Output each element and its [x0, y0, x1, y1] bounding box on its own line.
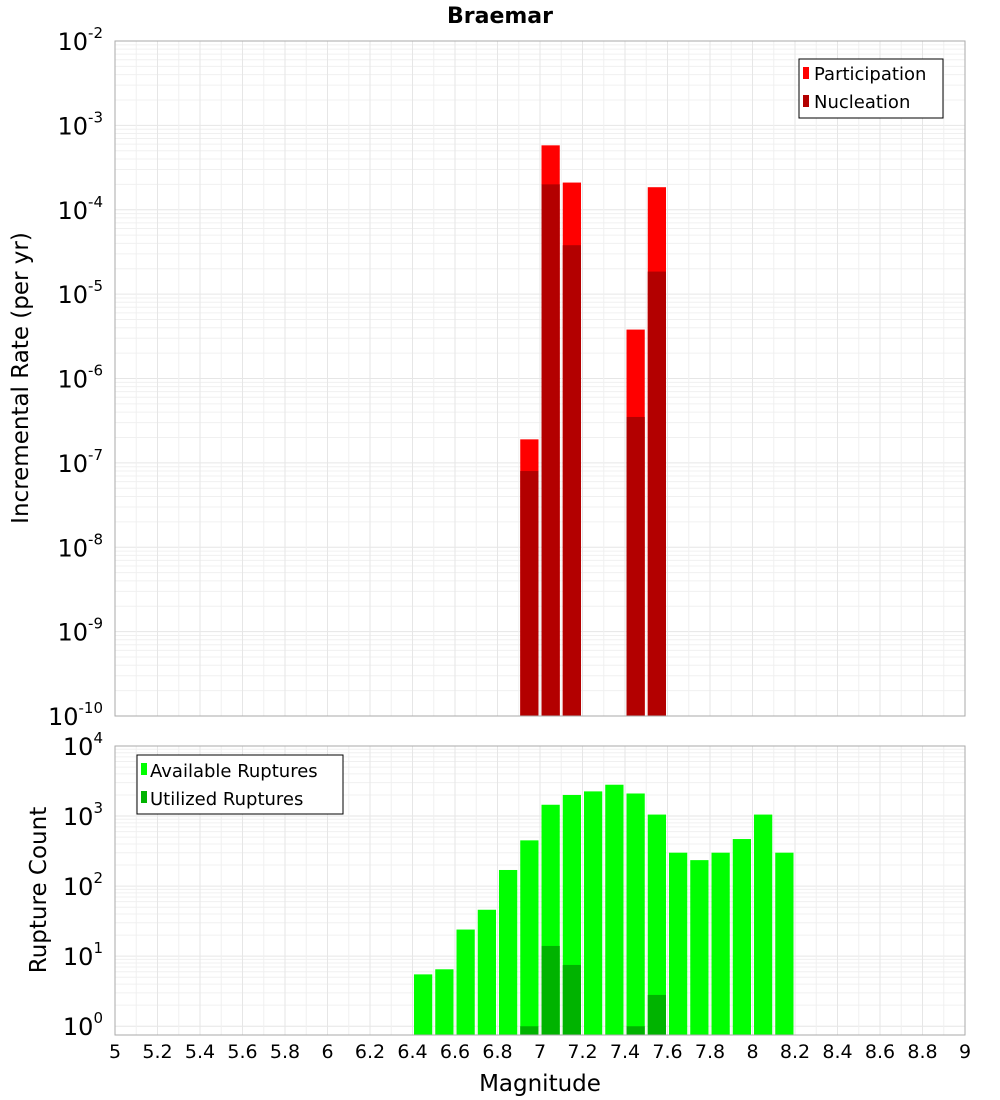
y-tick-label: 10-10 [48, 699, 103, 731]
available-ruptures-bar [711, 852, 730, 1035]
available-ruptures-bar [669, 852, 688, 1035]
count-plot-frame [114, 745, 966, 1036]
utilized-ruptures-bar [520, 1026, 539, 1035]
available-ruptures-bar [520, 840, 539, 1035]
x-tick-label: 8.2 [780, 1041, 810, 1063]
y-tick-label: 10-2 [57, 24, 103, 56]
x-tick-label: 6.2 [355, 1041, 385, 1063]
available-ruptures-bar [584, 791, 603, 1035]
available-ruptures-bar [605, 784, 624, 1035]
available-ruptures-bar [435, 969, 454, 1035]
rate-legend: Participation Nucleation [798, 58, 944, 119]
nucleation-bar [520, 471, 539, 716]
nucleation-bar [647, 271, 666, 716]
x-tick-label: 6.4 [397, 1041, 427, 1063]
magnitude-x-ticks: 5 5.2 5.4 5.6 5.8 6 6.2 6.4 6.6 6.8 7 7.2 7.4 7.6 7.8 8… [109, 1041, 971, 1063]
available-ruptures-bar [775, 852, 794, 1035]
count-legend: Available Ruptures Utilized Ruptures [136, 754, 344, 815]
nucleation-bar [626, 416, 645, 716]
nucleation-legend-swatch [803, 95, 809, 107]
participation-legend-swatch [803, 67, 809, 79]
available-legend-swatch [141, 763, 147, 775]
available-ruptures-bar [414, 974, 433, 1035]
y-tick-label: 10-5 [57, 277, 103, 309]
x-tick-label: 5.2 [142, 1041, 172, 1063]
count-y-ticks: 100 101 102 103 104 [63, 729, 103, 1041]
x-tick-label: 5.8 [270, 1041, 300, 1063]
x-tick-label: 5 [109, 1041, 121, 1063]
count-legend-box [136, 754, 344, 815]
y-tick-label: 10-4 [57, 193, 103, 225]
y-tick-label: 103 [63, 799, 103, 831]
x-tick-label: 7 [534, 1041, 546, 1063]
y-tick-label: 100 [63, 1009, 103, 1041]
y-tick-label: 10-3 [57, 108, 103, 140]
utilized-ruptures-bar [541, 945, 560, 1035]
available-legend-label: Available Ruptures [150, 761, 318, 782]
utilized-ruptures-bar [647, 994, 666, 1035]
available-ruptures-bar [690, 860, 709, 1035]
chart-title: Braemar [447, 4, 553, 29]
rate-plot-frame [114, 40, 966, 717]
y-tick-label: 10-9 [57, 615, 103, 647]
rate-bars [520, 145, 666, 717]
nucleation-bar [541, 184, 560, 717]
rate-y-axis-label: Incremental Rate (per yr) [8, 232, 34, 524]
available-ruptures-bar [732, 839, 751, 1035]
y-tick-label: 101 [63, 939, 103, 971]
x-axis-label: Magnitude [479, 1071, 601, 1097]
x-tick-label: 5.6 [227, 1041, 257, 1063]
x-tick-label: 7.4 [610, 1041, 640, 1063]
available-ruptures-bar [477, 909, 496, 1035]
utilized-ruptures-bar [562, 964, 581, 1035]
count-gridlines [114, 746, 966, 1035]
nucleation-legend-label: Nucleation [814, 92, 910, 113]
x-tick-label: 6 [321, 1041, 333, 1063]
y-tick-label: 102 [63, 869, 103, 901]
y-tick-label: 104 [63, 729, 103, 761]
rate-y-ticks: 10-10 10-9 10-8 10-7 10-6 10-5 10-4 10-3 10-2 [48, 24, 103, 731]
x-tick-label: 7.2 [567, 1041, 597, 1063]
count-bars [414, 784, 794, 1035]
y-tick-label: 10-7 [57, 446, 103, 478]
x-tick-label: 6.6 [440, 1041, 470, 1063]
utilized-ruptures-bar [626, 1026, 645, 1035]
x-tick-label: 7.6 [652, 1041, 682, 1063]
participation-legend-label: Participation [814, 64, 926, 85]
rate-panel: 10-10 10-9 10-8 10-7 10-6 10-5 10-4 10-3 10-2 In… [8, 24, 966, 731]
available-ruptures-bar [647, 814, 666, 1035]
available-ruptures-bar [754, 814, 773, 1035]
count-panel: 100 101 102 103 104 5 5.2 5.4 5.6 5.8 6 6.2 6.4 6.6 6… [26, 729, 971, 1097]
y-tick-label: 10-8 [57, 530, 103, 562]
x-tick-label: 7.8 [695, 1041, 725, 1063]
x-tick-label: 8.4 [822, 1041, 852, 1063]
available-ruptures-bar [456, 929, 475, 1035]
available-ruptures-bar [626, 793, 645, 1035]
count-y-axis-label: Rupture Count [26, 807, 52, 973]
available-ruptures-bar [499, 869, 518, 1035]
x-tick-label: 6.8 [482, 1041, 512, 1063]
x-tick-label: 8.6 [865, 1041, 895, 1063]
utilized-legend-swatch [141, 791, 147, 803]
x-tick-label: 9 [959, 1041, 971, 1063]
x-tick-label: 8 [746, 1041, 758, 1063]
rate-legend-box [798, 58, 944, 119]
rate-gridlines [114, 41, 966, 717]
utilized-legend-label: Utilized Ruptures [150, 789, 303, 810]
x-tick-label: 8.8 [907, 1041, 937, 1063]
y-tick-label: 10-6 [57, 362, 103, 394]
x-tick-label: 5.4 [185, 1041, 215, 1063]
nucleation-bar [562, 245, 581, 717]
